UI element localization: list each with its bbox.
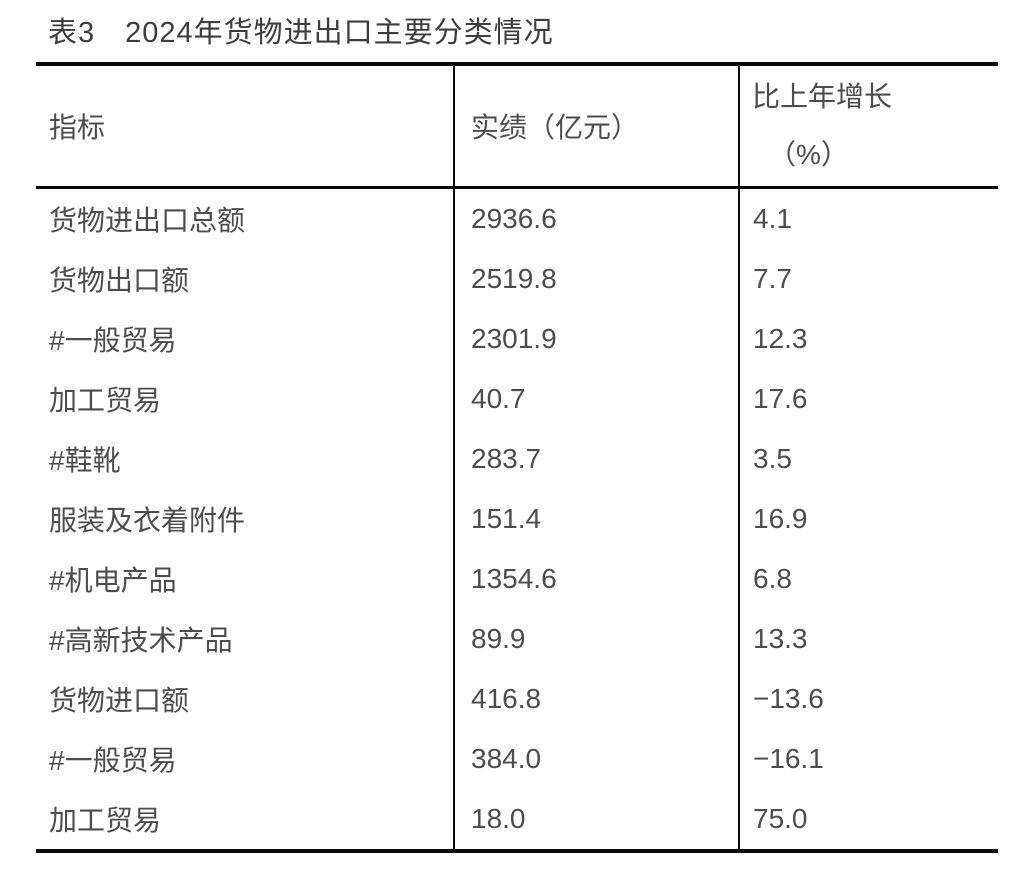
column-header-value: 实绩（亿元）	[453, 64, 739, 189]
value-cell: 89.9	[453, 609, 739, 669]
growth-cell: 13.3	[738, 609, 998, 669]
indicator-cell: #鞋靴	[49, 445, 121, 476]
growth-cell: 3.5	[738, 429, 998, 489]
indicator-cell: 货物进出口总额	[49, 205, 246, 236]
table-row: 货物出口额 2519.8 7.7	[36, 249, 998, 309]
indicator-cell: #高新技术产品	[49, 625, 233, 656]
growth-cell: 4.1	[738, 187, 998, 249]
value-cell: 283.7	[453, 429, 739, 489]
table-row: 货物进出口总额 2936.6 4.1	[36, 187, 998, 249]
table-row: 加工贸易 18.0 75.0	[36, 789, 998, 851]
column-header-growth-line1: 比上年增长	[752, 81, 893, 112]
table-row: 服装及衣着附件 151.4 16.9	[36, 489, 998, 549]
table-row: #鞋靴 283.7 3.5	[36, 429, 998, 489]
value-cell: 384.0	[453, 729, 739, 789]
growth-cell: 75.0	[738, 789, 998, 851]
value-cell: 40.7	[453, 369, 739, 429]
indicator-cell: #一般贸易	[49, 745, 177, 776]
table-row: #机电产品 1354.6 6.8	[36, 549, 998, 609]
column-header-indicator: 指标	[36, 64, 454, 189]
growth-cell: −13.6	[738, 669, 998, 729]
table-row: #一般贸易 384.0 −16.1	[36, 729, 998, 789]
indicator-cell: 服装及衣着附件	[49, 505, 246, 536]
growth-cell: 17.6	[738, 369, 998, 429]
growth-cell: −16.1	[738, 729, 998, 789]
table-row: 加工贸易 40.7 17.6	[36, 369, 998, 429]
value-cell: 2519.8	[453, 249, 739, 309]
growth-cell: 12.3	[738, 309, 998, 369]
table-title: 表3 2024年货物进出口主要分类情况	[48, 17, 554, 49]
table-row: #一般贸易 2301.9 12.3	[36, 309, 998, 369]
table-row: 货物进口额 416.8 −13.6	[36, 669, 998, 729]
value-cell: 151.4	[453, 489, 739, 549]
indicator-cell: 加工贸易	[49, 805, 162, 836]
indicator-cell: 加工贸易	[49, 385, 162, 416]
indicator-cell: #机电产品	[49, 565, 177, 596]
column-header-growth-line2: （%）	[768, 139, 849, 170]
value-cell: 2936.6	[453, 187, 739, 249]
import-export-table: 指标 实绩（亿元） 比上年增长 （%） 货物进出口总额 2936.6 4.1 货…	[36, 62, 998, 853]
indicator-cell: 货物出口额	[49, 265, 190, 296]
value-cell: 2301.9	[453, 309, 739, 369]
header-row: 指标 实绩（亿元） 比上年增长 （%）	[36, 64, 998, 189]
value-cell: 416.8	[453, 669, 739, 729]
value-cell: 18.0	[453, 789, 739, 851]
growth-cell: 7.7	[738, 249, 998, 309]
indicator-cell: #一般贸易	[49, 325, 177, 356]
growth-cell: 16.9	[738, 489, 998, 549]
column-header-growth: 比上年增长 （%）	[738, 64, 998, 189]
indicator-cell: 货物进口额	[49, 685, 190, 716]
growth-cell: 6.8	[738, 549, 998, 609]
value-cell: 1354.6	[453, 549, 739, 609]
table-row: #高新技术产品 89.9 13.3	[36, 609, 998, 669]
